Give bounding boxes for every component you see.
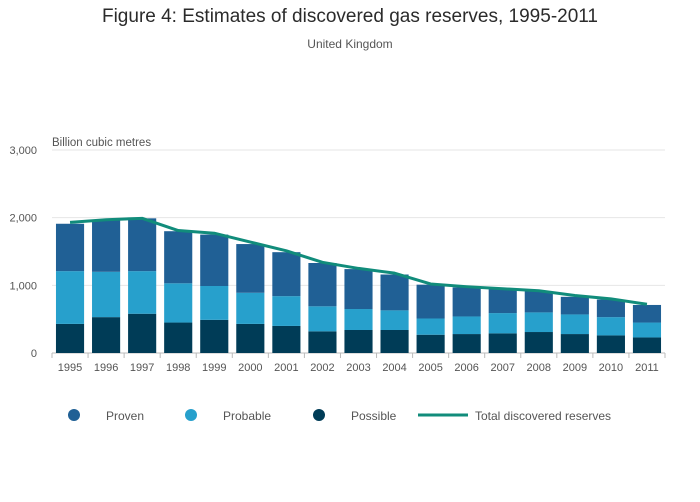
x-tick-label: 1995 bbox=[58, 362, 82, 374]
bar-proven-2001 bbox=[272, 252, 301, 297]
legend-swatch-possible bbox=[313, 409, 325, 421]
bar-probable-2010 bbox=[596, 317, 625, 336]
bar-probable-2008 bbox=[524, 312, 553, 333]
x-tick-label: 2004 bbox=[382, 362, 406, 374]
bar-probable-2009 bbox=[560, 314, 589, 335]
legend-label-proven: Proven bbox=[106, 409, 144, 423]
bar-probable-1998 bbox=[164, 283, 193, 323]
bar-possible-2001 bbox=[272, 325, 301, 353]
bar-proven-2009 bbox=[560, 296, 589, 315]
x-tick-label: 1998 bbox=[166, 362, 190, 374]
bar-possible-2007 bbox=[488, 333, 517, 353]
bar-possible-1995 bbox=[55, 323, 85, 353]
x-tick-label: 1997 bbox=[130, 362, 154, 374]
y-tick-label: 2,000 bbox=[9, 213, 37, 225]
bar-proven-1995 bbox=[55, 223, 85, 272]
y-tick-label: 1,000 bbox=[9, 280, 37, 292]
x-tick-label: 2005 bbox=[418, 362, 442, 374]
bar-possible-2008 bbox=[524, 332, 553, 353]
stacked-bar-chart: 0 1,000 2,000 3,000 Billion cubic metres 1995… bbox=[9, 137, 666, 374]
legend-label-probable: Probable bbox=[223, 409, 271, 423]
bar-probable-2006 bbox=[452, 316, 481, 335]
bar-proven-2005 bbox=[416, 284, 445, 319]
chart-title: Figure 4: Estimates of discovered gas re… bbox=[101, 6, 598, 27]
legend-label-possible: Possible bbox=[351, 409, 397, 423]
x-tick-label: 1999 bbox=[202, 362, 226, 374]
legend-swatch-probable bbox=[185, 409, 197, 421]
bar-possible-1998 bbox=[164, 322, 193, 353]
bar-probable-2001 bbox=[272, 296, 301, 326]
bar-possible-2009 bbox=[560, 334, 589, 353]
bar-proven-2004 bbox=[380, 274, 409, 311]
x-tick-label: 2008 bbox=[527, 362, 551, 374]
bar-probable-1995 bbox=[55, 271, 85, 324]
bar-probable-2000 bbox=[236, 292, 265, 324]
x-tick-label: 2011 bbox=[635, 362, 659, 374]
bar-possible-2006 bbox=[452, 334, 481, 353]
x-tick-label: 2006 bbox=[454, 362, 478, 374]
x-tick-label: 2009 bbox=[563, 362, 587, 374]
bar-proven-2000 bbox=[236, 244, 265, 293]
bar-possible-2005 bbox=[416, 334, 445, 353]
y-tick-label: 0 bbox=[31, 348, 37, 360]
x-tick-label: 2000 bbox=[238, 362, 262, 374]
bar-proven-2007 bbox=[488, 289, 517, 314]
bar-possible-2002 bbox=[308, 331, 337, 353]
y-tick-label: 3,000 bbox=[9, 145, 37, 157]
bar-probable-1999 bbox=[200, 286, 229, 320]
x-tick-label: 2010 bbox=[599, 362, 623, 374]
bar-probable-2005 bbox=[416, 318, 445, 335]
bar-proven-2011 bbox=[632, 304, 662, 323]
legend-label-total: Total discovered reserves bbox=[475, 409, 611, 423]
bar-possible-2010 bbox=[596, 335, 625, 353]
bar-possible-1999 bbox=[200, 319, 229, 353]
bar-probable-2007 bbox=[488, 313, 517, 334]
x-tick-label: 1996 bbox=[94, 362, 118, 374]
bar-possible-2003 bbox=[344, 329, 373, 353]
bar-proven-2008 bbox=[524, 291, 553, 313]
bar-possible-2000 bbox=[236, 323, 265, 353]
x-tick-label: 2001 bbox=[274, 362, 298, 374]
bar-proven-2002 bbox=[308, 263, 337, 307]
bar-probable-1997 bbox=[128, 271, 157, 314]
bar-possible-2004 bbox=[380, 329, 409, 353]
y-axis-label: Billion cubic metres bbox=[52, 137, 151, 149]
bar-possible-1996 bbox=[92, 317, 121, 353]
bar-possible-2011 bbox=[632, 337, 662, 353]
bar-probable-1996 bbox=[92, 271, 121, 318]
x-tick-label: 2002 bbox=[310, 362, 334, 374]
chart-subtitle: United Kingdom bbox=[307, 37, 393, 51]
legend-swatch-proven bbox=[68, 409, 80, 421]
bar-proven-1998 bbox=[164, 231, 193, 284]
bar-proven-1997 bbox=[128, 218, 157, 272]
bar-probable-2002 bbox=[308, 306, 337, 332]
bar-proven-1999 bbox=[200, 234, 229, 287]
bar-probable-2011 bbox=[632, 322, 662, 338]
bar-probable-2004 bbox=[380, 310, 409, 330]
bar-proven-2003 bbox=[344, 269, 373, 310]
x-tick-label: 2003 bbox=[346, 362, 370, 374]
bar-proven-2006 bbox=[452, 287, 481, 317]
bar-proven-2010 bbox=[596, 299, 625, 318]
bar-possible-1997 bbox=[128, 313, 157, 353]
total-reserves-line bbox=[69, 216, 648, 306]
bar-probable-2003 bbox=[344, 309, 373, 330]
x-tick-label: 2007 bbox=[490, 362, 514, 374]
bar-proven-1996 bbox=[92, 220, 121, 272]
